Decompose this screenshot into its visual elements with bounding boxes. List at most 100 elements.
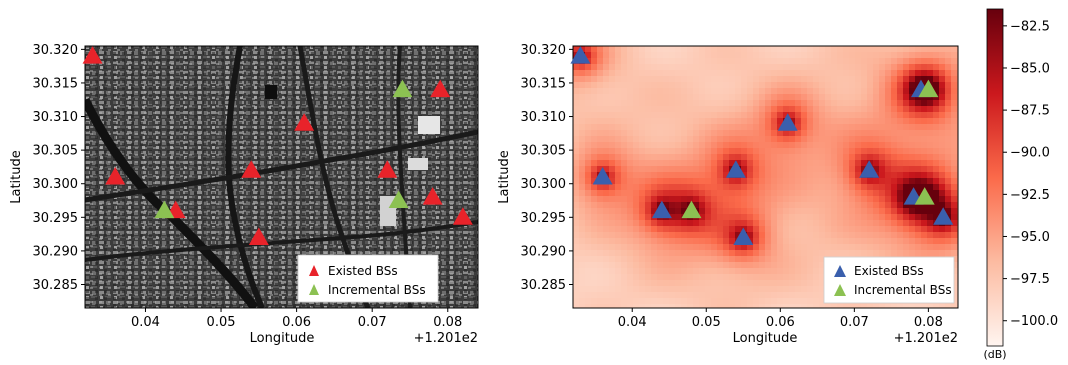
heatmap-cell — [693, 118, 700, 125]
y-tick-label: 30.295 — [521, 211, 567, 226]
heatmap-cell — [711, 64, 718, 71]
heatmap-cell — [633, 64, 640, 71]
heatmap-cell — [681, 178, 688, 185]
heatmap-cell — [885, 124, 892, 131]
heatmap-cell — [873, 82, 880, 89]
heatmap-cell — [729, 244, 736, 251]
heatmap-cell — [723, 280, 730, 287]
heatmap-cell — [909, 136, 916, 143]
heatmap-cell — [705, 82, 712, 89]
heatmap-cell — [807, 292, 814, 299]
heatmap-cell — [765, 130, 772, 137]
heatmap-cell — [801, 106, 808, 113]
heatmap-cell — [717, 118, 724, 125]
heatmap-cell — [675, 118, 682, 125]
heatmap-cell — [783, 220, 790, 227]
heatmap-cell — [675, 148, 682, 155]
heatmap-cell — [915, 178, 922, 185]
heatmap-cell — [609, 76, 616, 83]
heatmap-cell — [843, 238, 850, 245]
heatmap-cell — [837, 82, 844, 89]
heatmap-cell — [669, 136, 676, 143]
heatmap-cell — [939, 154, 946, 161]
heatmap-cell — [849, 226, 856, 233]
heatmap-cell — [771, 202, 778, 209]
heatmap-cell — [831, 160, 838, 167]
heatmap-cell — [579, 190, 586, 197]
heatmap-cell — [609, 58, 616, 65]
heatmap-cell — [777, 88, 784, 95]
heatmap-cell — [951, 238, 958, 245]
heatmap-cell — [945, 202, 952, 209]
heatmap-cell — [633, 196, 640, 203]
heatmap-cell — [789, 214, 796, 221]
heatmap-cell — [837, 154, 844, 161]
heatmap-cell — [639, 268, 646, 275]
heatmap-cell — [729, 76, 736, 83]
heatmap-cell — [837, 94, 844, 101]
heatmap-cell — [813, 256, 820, 263]
heatmap-cell — [615, 280, 622, 287]
heatmap-cell — [861, 82, 868, 89]
heatmap-cell — [747, 76, 754, 83]
heatmap-cell — [903, 94, 910, 101]
heatmap-cell — [861, 142, 868, 149]
heatmap-cell — [723, 196, 730, 203]
heatmap-cell — [657, 112, 664, 119]
heatmap-cell — [825, 118, 832, 125]
heatmap-cell — [855, 160, 862, 167]
heatmap-cell — [627, 52, 634, 59]
heatmap-cell — [849, 58, 856, 65]
heatmap-cell — [843, 94, 850, 101]
heatmap-cell — [819, 244, 826, 251]
legend-existed-marker — [309, 265, 319, 276]
heatmap-cell — [597, 238, 604, 245]
heatmap-cell — [705, 226, 712, 233]
heatmap-cell — [795, 244, 802, 251]
heatmap-cell — [903, 184, 910, 191]
heatmap-cell — [873, 100, 880, 107]
heatmap-cell — [885, 250, 892, 257]
heatmap-cell — [909, 52, 916, 59]
heatmap-cell — [795, 166, 802, 173]
heatmap-cell — [675, 172, 682, 179]
heatmap-cell — [705, 106, 712, 113]
heatmap-cell — [903, 70, 910, 77]
heatmap-cell — [591, 112, 598, 119]
heatmap-cell — [831, 112, 838, 119]
heatmap-cell — [585, 238, 592, 245]
heatmap-cell — [837, 52, 844, 59]
heatmap-cell — [831, 136, 838, 143]
heatmap-cell — [591, 232, 598, 239]
heatmap-cell — [945, 190, 952, 197]
heatmap-cell — [789, 208, 796, 215]
heatmap-cell — [777, 298, 784, 305]
heatmap-cell — [741, 58, 748, 65]
heatmap-cell — [651, 262, 658, 269]
heatmap-cell — [915, 184, 922, 191]
heatmap-cell — [861, 226, 868, 233]
heatmap-cell — [939, 64, 946, 71]
heatmap-cell — [903, 130, 910, 137]
heatmap-cell — [819, 256, 826, 263]
heatmap-cell — [723, 304, 730, 308]
heatmap-cell — [927, 190, 934, 197]
heatmap-cell — [807, 64, 814, 71]
heatmap-cell — [651, 202, 658, 209]
heatmap-cell — [657, 184, 664, 191]
heatmap-cell — [933, 88, 940, 95]
heatmap-cell — [579, 172, 586, 179]
heatmap-cell — [867, 190, 874, 197]
heatmap-cell — [657, 178, 664, 185]
heatmap-cell — [873, 244, 880, 251]
heatmap-cell — [579, 232, 586, 239]
heatmap-cell — [801, 118, 808, 125]
heatmap-cell — [639, 172, 646, 179]
heatmap-cell — [609, 52, 616, 59]
heatmap-cell — [693, 244, 700, 251]
heatmap-cell — [729, 226, 736, 233]
heatmap-cell — [807, 142, 814, 149]
heatmap-cell — [669, 190, 676, 197]
heatmap-cell — [723, 250, 730, 257]
heatmap-cell — [825, 208, 832, 215]
